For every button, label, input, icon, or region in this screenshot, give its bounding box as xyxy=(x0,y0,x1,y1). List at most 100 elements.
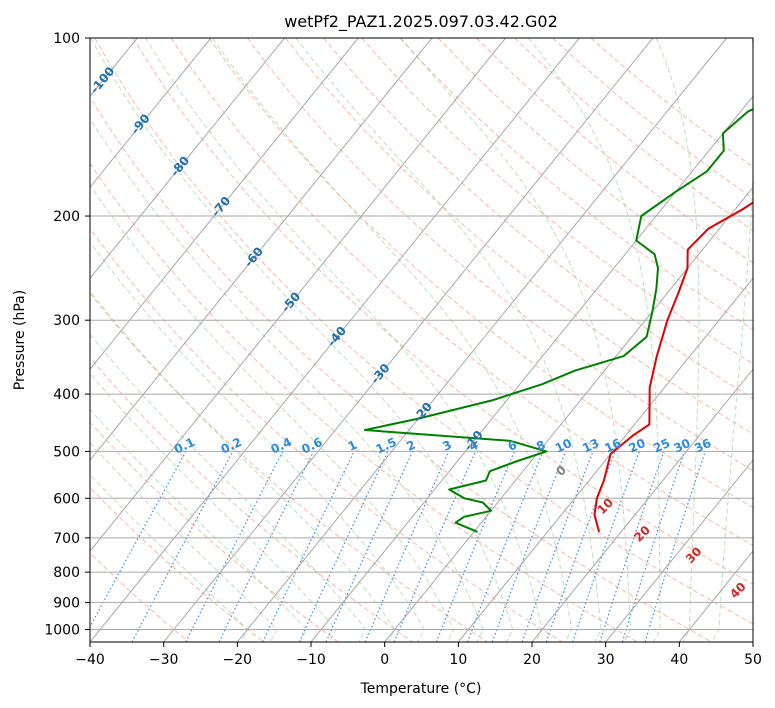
isotherm-line xyxy=(531,368,753,642)
dewpoint-profile xyxy=(363,107,753,533)
moist-adiabat xyxy=(212,38,573,642)
moist-adiabat xyxy=(400,38,632,642)
dry-adiabat xyxy=(247,38,753,472)
y-tick-label: 100 xyxy=(53,31,80,47)
mixing-ratio-label: 0.6 xyxy=(299,435,324,457)
mixing-ratio-line xyxy=(644,451,706,642)
dry-adiabat xyxy=(552,38,753,200)
x-tick-label: 30 xyxy=(597,652,615,668)
y-tick-label: 600 xyxy=(53,491,80,507)
dry-adiabat xyxy=(90,162,638,642)
isotherm-line xyxy=(384,186,753,642)
isotherm-line xyxy=(90,38,359,370)
mixing-ratio-line xyxy=(491,451,567,642)
moist-adiabat xyxy=(90,38,514,642)
isotherm-label: -20 xyxy=(410,400,435,426)
mixing-ratio-line xyxy=(466,451,544,642)
mixing-ratio-label: 20 xyxy=(626,436,647,456)
dry-adiabat xyxy=(90,356,414,642)
moist-adiabat xyxy=(655,38,700,642)
mixing-ratio-label: 16 xyxy=(602,436,623,456)
x-tick-label: −20 xyxy=(223,652,253,668)
dry-adiabat xyxy=(514,38,753,232)
mixing-ratio-line xyxy=(599,451,665,642)
dry-adiabat xyxy=(90,96,712,642)
isotherm-label: -90 xyxy=(128,111,153,137)
isotherm-label: -80 xyxy=(168,154,193,180)
mixing-ratio-line xyxy=(435,451,515,642)
dry-adiabat xyxy=(323,38,753,400)
y-tick-label: 400 xyxy=(53,387,80,403)
dry-adiabat xyxy=(208,38,753,509)
y-tick-label: 900 xyxy=(53,595,80,611)
mixing-ratio-line xyxy=(185,451,284,642)
x-tick-label: 20 xyxy=(523,652,541,668)
y-tick-label: 300 xyxy=(53,313,80,329)
isotherm-label: -40 xyxy=(325,324,350,350)
isotherm-line xyxy=(605,459,753,642)
mixing-ratio-label: 10 xyxy=(553,436,574,456)
y-axis-title: Pressure (hPa) xyxy=(12,290,28,390)
mixing-ratio-label: 25 xyxy=(651,436,672,456)
isotherm-line xyxy=(90,38,285,280)
mixing-ratio-line xyxy=(621,451,686,642)
plot-area: -100-90-80-70-60-50-40-30-20-100.1 0.2 0.4… xyxy=(0,31,762,668)
mixing-ratio-line xyxy=(572,451,640,642)
isotherm-line xyxy=(90,38,433,461)
mixing-ratio-line xyxy=(325,451,414,642)
mixing-ratio-line xyxy=(521,451,594,642)
moist-adiabat xyxy=(90,333,367,642)
moist-adiabat xyxy=(527,38,661,642)
x-tick-label: 0 xyxy=(380,652,389,668)
x-tick-label: 40 xyxy=(670,652,688,668)
isotherm-label: -30 xyxy=(368,361,393,387)
isotherm-line xyxy=(752,641,753,642)
dry-adiabat-label: 30 xyxy=(683,544,705,566)
isotherm-line xyxy=(90,38,580,642)
y-tick-label: 1000 xyxy=(44,622,80,638)
y-tick-label: 500 xyxy=(53,444,80,460)
moist-adiabat xyxy=(90,117,484,642)
mixing-ratio-label: 13 xyxy=(580,436,601,456)
mixing-ratio-label: 0.4 xyxy=(269,435,294,457)
dry-adiabat xyxy=(94,38,753,625)
dry-adiabat xyxy=(170,38,753,547)
mixing-ratio-line xyxy=(298,451,389,642)
dry-adiabat-label: 20 xyxy=(631,523,653,545)
y-tick-label: 800 xyxy=(53,565,80,581)
x-tick-label: −40 xyxy=(75,652,105,668)
moist-adiabat xyxy=(90,184,455,642)
x-axis-title: Temperature (°C) xyxy=(360,681,482,697)
mixing-ratio-line xyxy=(218,451,315,642)
moist-adiabat xyxy=(90,290,396,642)
mixing-ratio-label: 1.5 xyxy=(374,435,399,457)
dry-adiabat xyxy=(90,552,190,642)
mixing-ratio-label: 0.1 xyxy=(172,435,197,457)
mixing-ratio-label: 36 xyxy=(692,436,713,456)
dry-adiabat xyxy=(90,292,488,642)
plot-layers xyxy=(0,38,753,642)
isotherm-line xyxy=(0,38,64,642)
mixing-ratio-line xyxy=(262,451,355,642)
moist-adiabat xyxy=(145,38,543,642)
isotherm-line xyxy=(457,277,753,642)
x-tick-label: 50 xyxy=(744,652,762,668)
dry-adiabat xyxy=(132,38,753,585)
chart-title: wetPf2_PAZ1.2025.097.03.42.G02 xyxy=(284,12,558,32)
isotherm-label: -70 xyxy=(209,194,234,220)
isotherm-line xyxy=(90,38,212,189)
mixing-ratio-line xyxy=(131,451,234,642)
mixing-ratio-label: 30 xyxy=(672,436,693,456)
moist-adiabat xyxy=(712,38,753,642)
dry-adiabat xyxy=(90,486,264,642)
isotherm-line xyxy=(236,38,727,642)
plot-frame xyxy=(89,37,754,643)
dry-adiabat xyxy=(285,38,753,435)
isotherm-line xyxy=(90,38,506,552)
moist-adiabat xyxy=(90,241,425,642)
mixing-ratio-line xyxy=(90,451,187,628)
x-tick-label: 10 xyxy=(449,652,467,668)
dry-adiabat xyxy=(590,38,753,168)
dry-adiabat xyxy=(90,421,339,642)
